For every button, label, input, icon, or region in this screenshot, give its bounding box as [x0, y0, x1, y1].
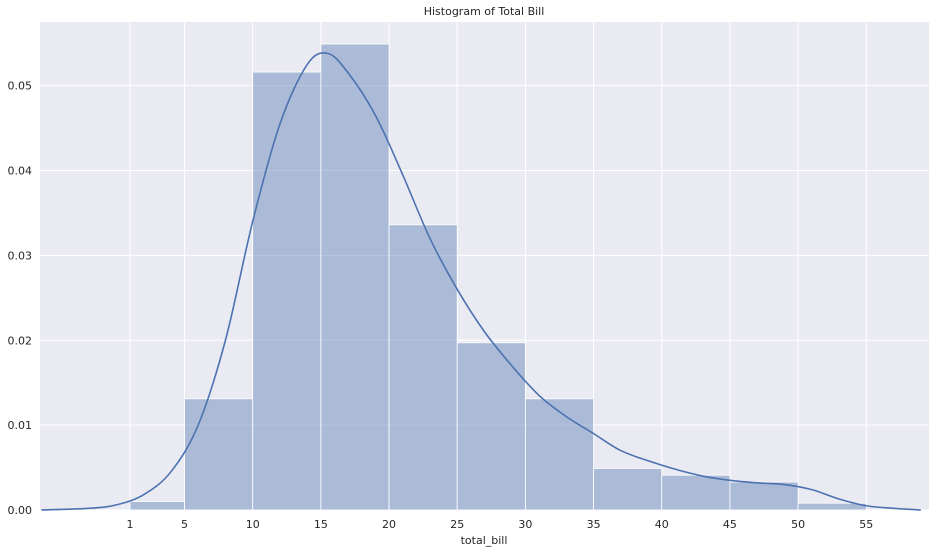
kde-curve-group — [41, 52, 921, 511]
kde-curve — [41, 52, 921, 511]
y-tick-label: 0.05 — [8, 80, 33, 93]
x-tick-label: 20 — [382, 518, 396, 531]
x-tick-label: 5 — [181, 518, 188, 531]
x-tick-label: 35 — [587, 518, 601, 531]
y-tick-label: 0.01 — [8, 419, 33, 432]
x-tick-label: 55 — [859, 518, 873, 531]
x-tick-label: 15 — [314, 518, 328, 531]
x-tick-label: 10 — [246, 518, 260, 531]
histogram-bar — [129, 501, 185, 511]
histogram-bar — [729, 481, 799, 511]
y-tick-label: 0.04 — [8, 165, 33, 178]
plot-area — [40, 22, 929, 510]
histogram-bar — [456, 342, 526, 511]
x-tick-label: 25 — [450, 518, 464, 531]
histogram-bar — [388, 224, 458, 511]
x-axis-ticks: 1 5 10 15 20 25 30 35 40 45 50 55 — [126, 518, 873, 531]
histogram-bar — [184, 398, 254, 511]
x-tick-label: 30 — [518, 518, 532, 531]
histogram-bar — [320, 43, 390, 511]
histogram-bar — [525, 398, 594, 511]
histogram-bar — [661, 474, 731, 511]
histogram-bar — [797, 502, 867, 511]
y-tick-label: 0.02 — [8, 334, 33, 347]
histogram-bar — [593, 468, 663, 511]
x-tick-label: 45 — [723, 518, 737, 531]
histogram-bar — [252, 71, 322, 511]
histogram-bars — [129, 43, 867, 511]
y-axis-ticks: 0.00 0.01 0.02 0.03 0.04 0.05 — [8, 80, 33, 517]
y-tick-label: 0.00 — [8, 504, 33, 517]
x-tick-label: 50 — [791, 518, 805, 531]
x-tick-label: 1 — [126, 518, 133, 531]
x-axis-label: total_bill — [461, 534, 508, 547]
y-tick-label: 0.03 — [8, 249, 33, 262]
x-tick-label: 40 — [655, 518, 669, 531]
chart-title: Histogram of Total Bill — [424, 5, 545, 18]
